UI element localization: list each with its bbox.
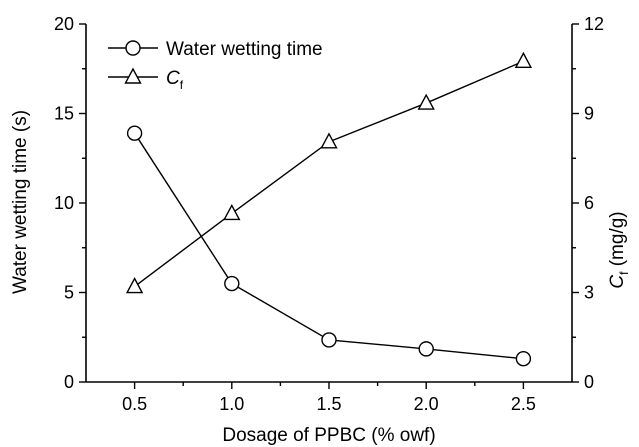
right-y-axis-title: Cf (mg/g) [607,211,631,288]
cf-point [514,51,533,68]
x-tick-label: 1.0 [219,394,244,414]
right-y-tick-label: 3 [584,283,594,303]
right-y-axis-ticks: 0 3 6 9 12 [572,14,604,392]
left-y-tick-label: 20 [54,14,74,34]
wetting-time-point [126,125,143,141]
cf-line [134,60,524,288]
wetting-time-line [134,132,524,360]
series-layer [125,51,533,367]
cf-point [223,203,241,221]
left-y-tick-label: 15 [54,104,74,124]
left-y-axis-title: Water wetting time (s) [10,110,31,294]
right-y-tick-label: 0 [584,372,594,392]
left-y-axis-ticks: 0 5 10 15 20 [54,14,86,392]
right-y-axis-title-symbol: C [607,275,628,289]
cf-point [320,132,338,149]
left-y-tick-label: 10 [54,193,74,213]
right-y-tick-label: 12 [584,14,604,34]
plot-frame [85,24,573,383]
left-y-tick-label: 0 [64,372,74,392]
legend-label-cf-subscript: f [180,78,184,92]
wetting-time-point [321,332,337,348]
x-axis-title: Dosage of PPBC (% owf) [222,425,435,446]
x-tick-label: 2.0 [414,394,439,414]
legend-item-water-wetting-time: Water wetting time [108,39,323,60]
legend-label-cf: Cf [166,68,184,92]
legend-triangle-marker [124,67,142,84]
right-y-tick-label: 6 [584,193,594,213]
x-axis-ticks: 0.5 1.0 1.5 2.0 2.5 [122,382,536,414]
right-y-axis-title-unit: (mg/g) [607,211,628,271]
wetting-time-point [224,275,240,292]
x-tick-label: 0.5 [122,394,147,414]
left-y-tick-label: 5 [64,283,74,303]
cf-point [417,93,435,110]
legend-label-cf-symbol: C [166,68,180,89]
legend-item-cf: Cf [108,67,184,92]
cf-point [125,277,144,294]
legend-label-water-wetting-time: Water wetting time [166,39,323,60]
legend-circle-marker [125,40,141,56]
wetting-time-point [418,341,434,357]
x-tick-label: 1.5 [316,394,341,414]
right-y-tick-label: 9 [584,104,594,124]
x-tick-label: 2.5 [511,394,536,414]
right-y-axis-title-subscript: f [617,271,631,275]
wetting-time-point [515,351,532,367]
legend: Water wetting time Cf [108,39,323,92]
